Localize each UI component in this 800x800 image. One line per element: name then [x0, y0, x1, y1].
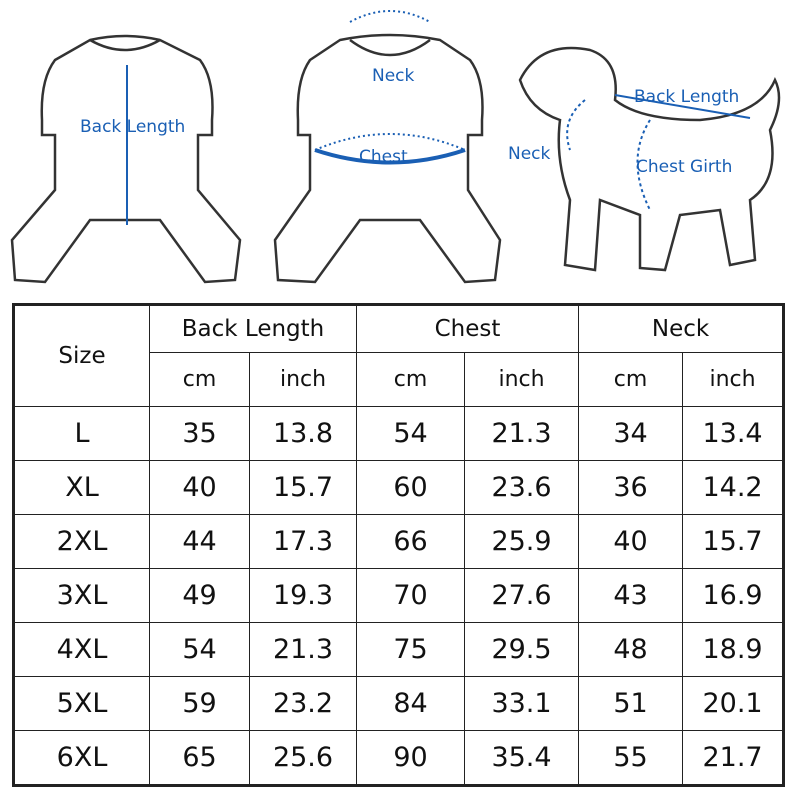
chest-girth-label: Chest Girth — [636, 157, 733, 177]
size-header: Size — [13, 304, 150, 407]
dog-neck-label: Neck — [508, 144, 551, 164]
value-cell: 90 — [356, 730, 466, 786]
value-cell: 60 — [356, 460, 466, 515]
neck-measure-line — [349, 10, 431, 23]
value-cell: 40 — [149, 460, 250, 515]
garment-back-view — [10, 34, 242, 284]
table-row: L 35 13.8 54 21.3 34 13.4 — [13, 406, 785, 461]
group-header: Chest — [356, 304, 580, 353]
value-cell: 34 — [578, 406, 684, 461]
value-cell: 14.2 — [682, 460, 785, 515]
table-row: 4XL 54 21.3 75 29.5 48 18.9 — [13, 622, 785, 677]
value-cell: 66 — [356, 514, 466, 569]
size-table: Size Back Length Chest Neck cm inch cm inch… — [12, 303, 786, 787]
value-cell: 25.9 — [464, 514, 580, 569]
unit-header: inch — [682, 352, 785, 407]
value-cell: 59 — [149, 676, 250, 731]
value-cell: 23.2 — [248, 676, 358, 731]
chest-measure-line — [314, 133, 466, 151]
size-cell: 6XL — [13, 730, 150, 786]
group-header: Back Length — [148, 304, 358, 353]
size-cell: 3XL — [13, 568, 150, 623]
value-cell: 43 — [578, 568, 684, 623]
value-cell: 75 — [356, 622, 466, 677]
garment-illustrations — [10, 10, 781, 284]
chest-girth-line — [636, 119, 651, 211]
value-cell: 27.6 — [464, 568, 580, 623]
table-row: XL 40 15.7 60 23.6 36 14.2 — [13, 460, 785, 515]
value-cell: 65 — [149, 730, 250, 786]
unit-header: inch — [248, 352, 358, 407]
value-cell: 48 — [578, 622, 684, 677]
value-cell: 35.4 — [464, 730, 580, 786]
value-cell: 16.9 — [682, 568, 785, 623]
value-cell: 19.3 — [248, 568, 358, 623]
table-row: 6XL 65 25.6 90 35.4 55 21.7 — [13, 730, 785, 786]
dog-back-length-label: Back Length — [634, 87, 740, 107]
value-cell: 15.7 — [682, 514, 785, 569]
dog-illustration — [518, 46, 781, 272]
value-cell: 44 — [149, 514, 250, 569]
value-cell: 21.7 — [682, 730, 785, 786]
value-cell: 40 — [578, 514, 684, 569]
value-cell: 18.9 — [682, 622, 785, 677]
value-cell: 51 — [578, 676, 684, 731]
value-cell: 23.6 — [464, 460, 580, 515]
neck-label: Neck — [372, 66, 415, 86]
dog-back-length-line — [614, 94, 751, 119]
value-cell: 17.3 — [248, 514, 358, 569]
dog-neck-line — [566, 99, 586, 151]
table-row: 2XL 44 17.3 66 25.9 40 15.7 — [13, 514, 785, 569]
value-cell: 33.1 — [464, 676, 580, 731]
value-cell: 21.3 — [248, 622, 358, 677]
chest-arrow — [314, 148, 466, 165]
unit-header: cm — [578, 352, 684, 407]
unit-header: cm — [149, 352, 250, 407]
value-cell: 29.5 — [464, 622, 580, 677]
value-cell: 49 — [149, 568, 250, 623]
value-cell: 55 — [578, 730, 684, 786]
unit-header-row: cm inch cm inch cm inch — [14, 352, 785, 407]
unit-header: cm — [356, 352, 466, 407]
size-cell: XL — [13, 460, 150, 515]
value-cell: 20.1 — [682, 676, 785, 731]
size-cell: 4XL — [13, 622, 150, 677]
value-cell: 13.4 — [682, 406, 785, 461]
value-cell: 54 — [356, 406, 466, 461]
garment-front-view — [273, 33, 502, 284]
chest-label: Chest — [359, 147, 408, 167]
table-row: 5XL 59 23.2 84 33.1 51 20.1 — [13, 676, 785, 731]
group-header: Neck — [578, 304, 785, 353]
unit-header: inch — [464, 352, 580, 407]
value-cell: 15.7 — [248, 460, 358, 515]
table-row: 3XL 49 19.3 70 27.6 43 16.9 — [13, 568, 785, 623]
value-cell: 21.3 — [464, 406, 580, 461]
value-cell: 36 — [578, 460, 684, 515]
size-cell: 5XL — [13, 676, 150, 731]
value-cell: 54 — [149, 622, 250, 677]
value-cell: 13.8 — [248, 406, 358, 461]
back-length-label: Back Length — [80, 117, 186, 137]
value-cell: 35 — [149, 406, 250, 461]
value-cell: 25.6 — [248, 730, 358, 786]
value-cell: 84 — [356, 676, 466, 731]
size-cell: L — [13, 406, 150, 461]
value-cell: 70 — [356, 568, 466, 623]
size-cell: 2XL — [13, 514, 150, 569]
